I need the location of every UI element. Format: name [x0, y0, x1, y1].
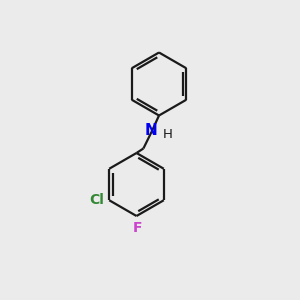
Text: N: N: [145, 123, 158, 138]
Text: Cl: Cl: [89, 193, 104, 207]
Text: F: F: [132, 221, 142, 236]
Text: H: H: [163, 128, 173, 141]
